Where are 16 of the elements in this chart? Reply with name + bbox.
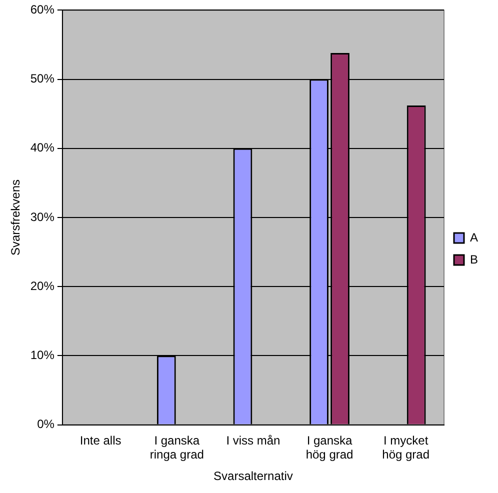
x-tick-label: I mycket hög grad xyxy=(382,433,430,462)
y-tick-label: 10% xyxy=(30,348,55,362)
y-tick-label: 30% xyxy=(30,210,55,224)
x-tick-label: I viss mån xyxy=(226,433,280,448)
legend-label: A xyxy=(470,230,478,244)
x-tick-label: I ganska hög grad xyxy=(306,433,354,462)
y-tick-label: 20% xyxy=(30,278,55,293)
y-tick-label: 0% xyxy=(37,417,55,432)
y-axis-title: Svarsfrekvens xyxy=(8,179,23,256)
x-tick-label: Inte alls xyxy=(80,433,122,448)
y-tick-label: 40% xyxy=(30,140,55,155)
y-tick-label: 60% xyxy=(30,2,55,17)
legend-label: B xyxy=(470,252,478,266)
y-tick-label: 50% xyxy=(30,72,55,86)
x-axis-title: Svarsalternativ xyxy=(214,469,293,484)
x-tick-label: I ganska ringa grad xyxy=(150,433,204,462)
